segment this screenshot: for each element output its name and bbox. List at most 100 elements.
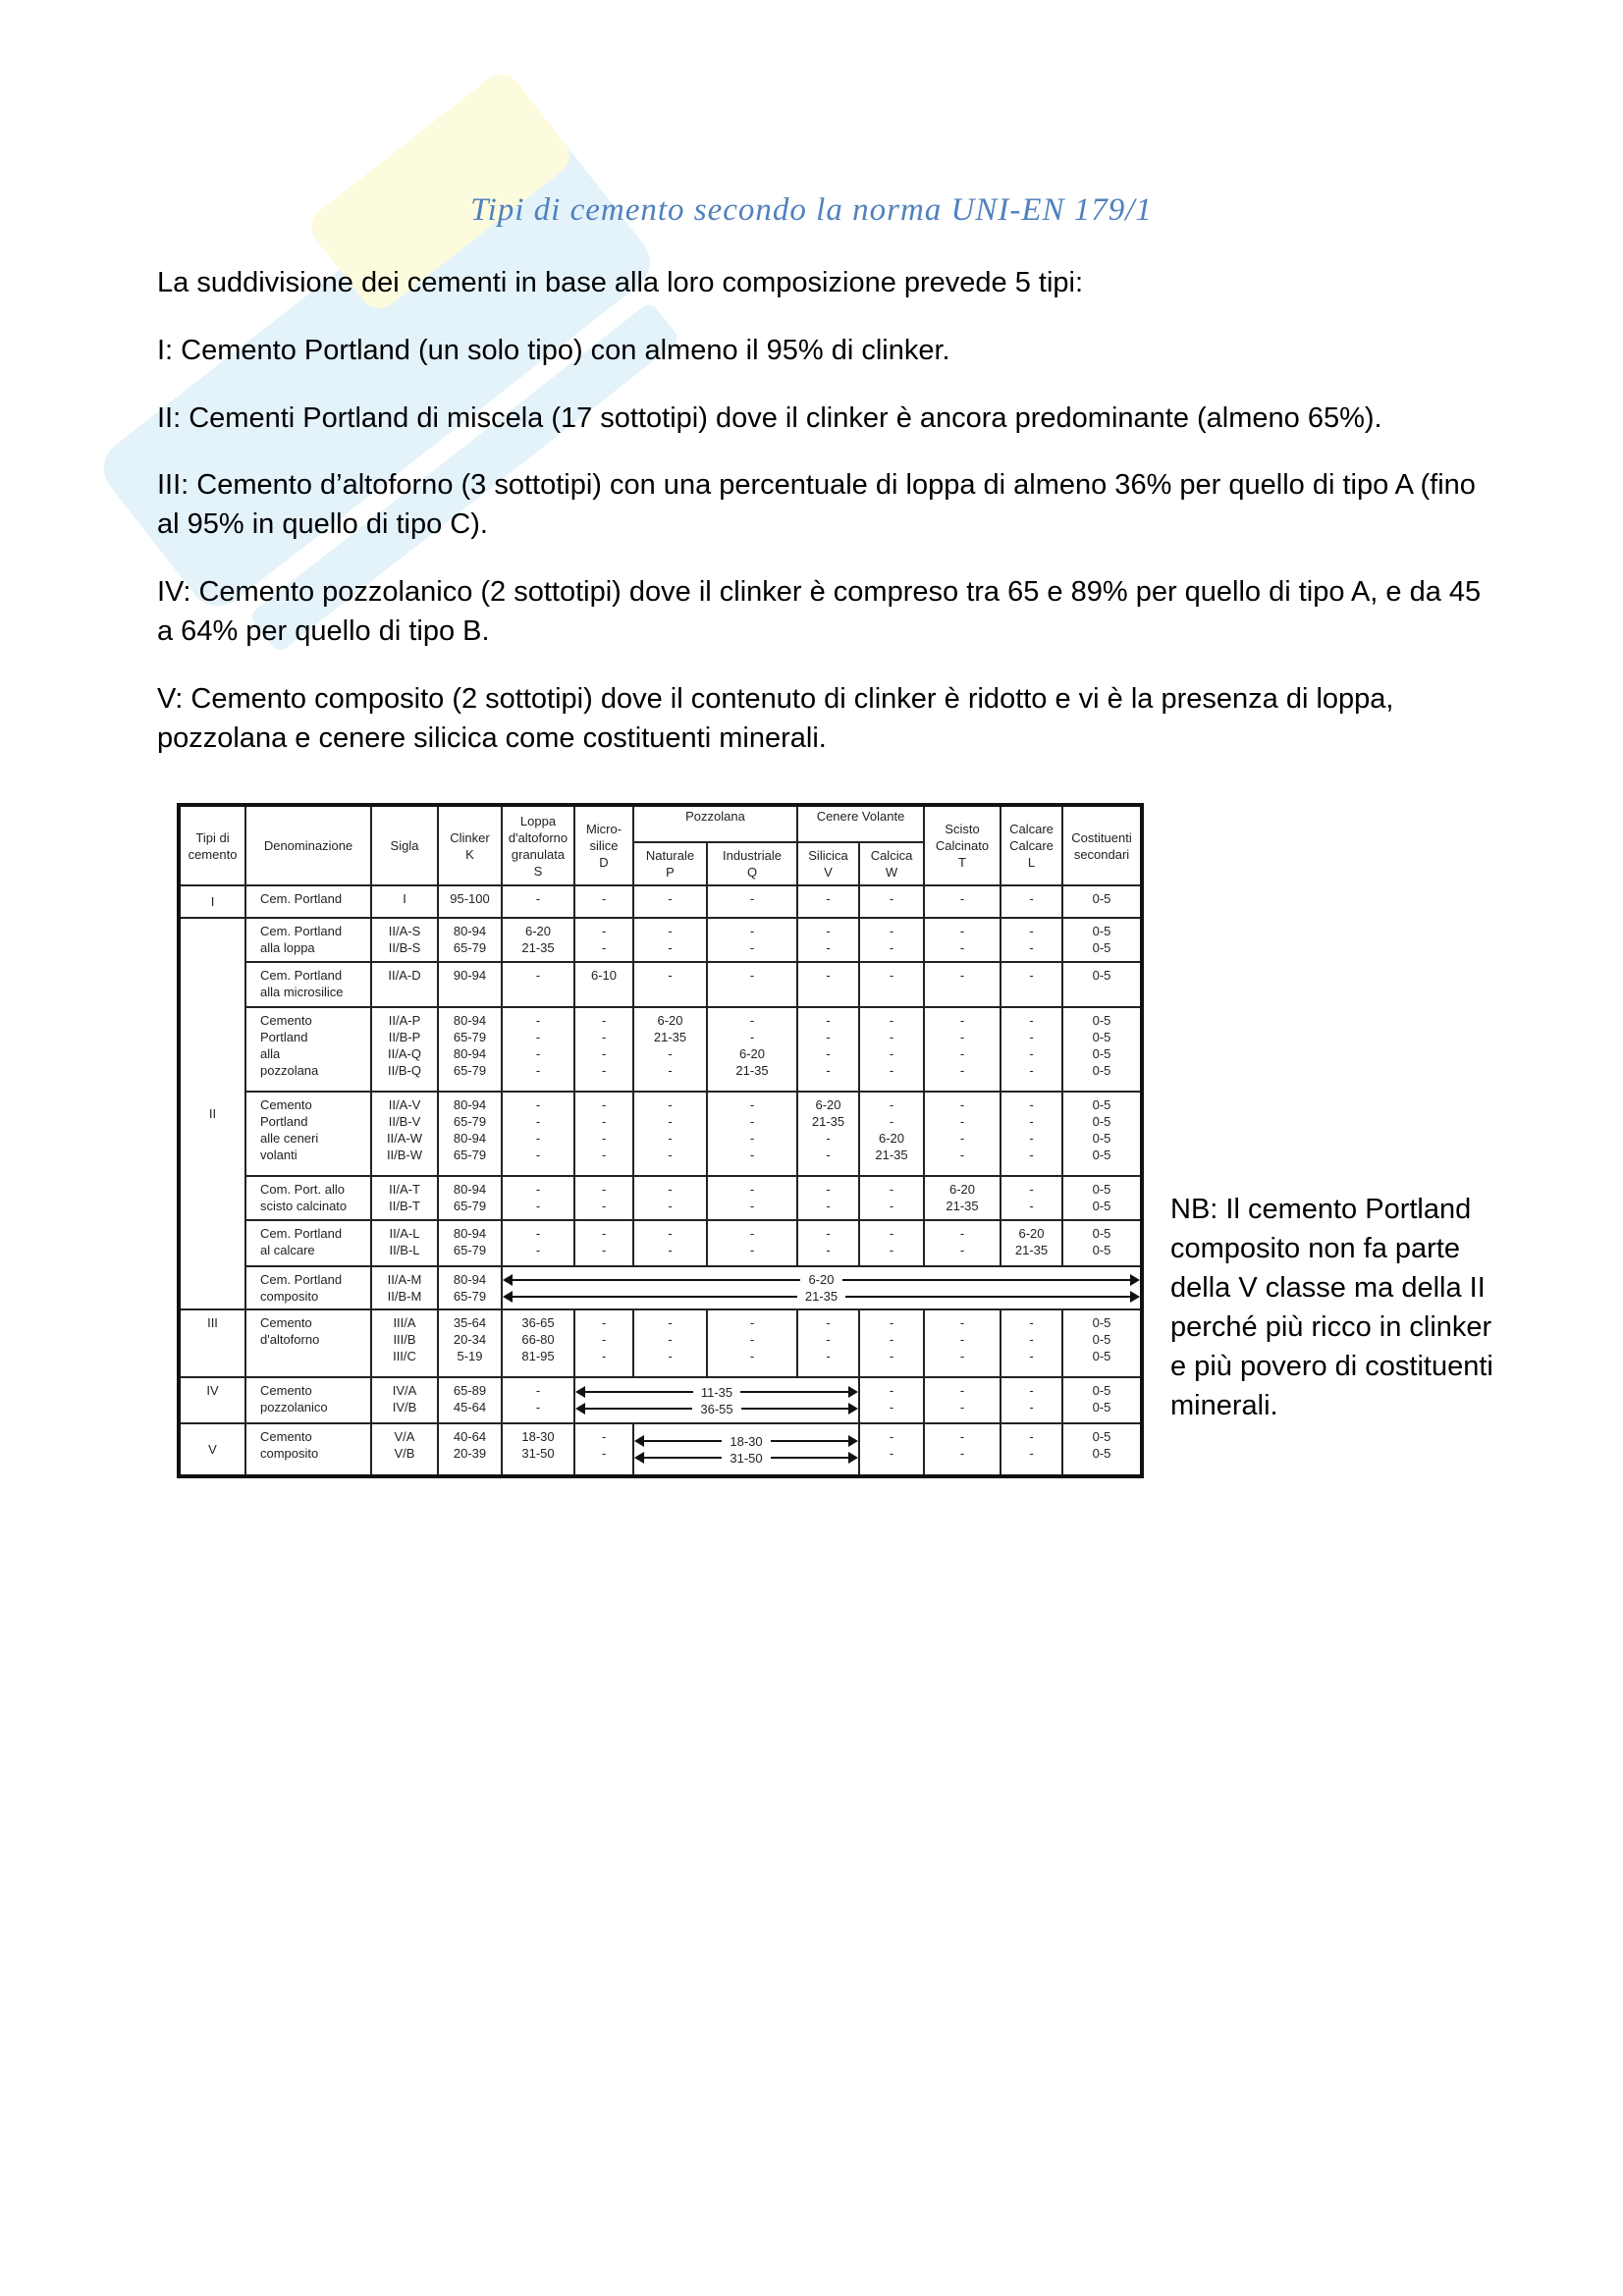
- value-cell: - -: [632, 917, 708, 963]
- value-cell: -: [706, 961, 798, 1008]
- code-cell: II/A-S II/B-S: [370, 917, 439, 963]
- value-cell: 80-94 65-79 80-94 65-79: [437, 1006, 503, 1093]
- value-cell: - - - -: [632, 1091, 708, 1177]
- code-cell: II/A-M II/B-M: [370, 1265, 439, 1310]
- value-cell: - -: [1000, 1376, 1063, 1424]
- column-header: Pozzolana: [632, 804, 798, 843]
- page-title: Tipi di cemento secondo la norma UNI-EN …: [470, 192, 1153, 228]
- denomination-cell: Cem. Portland al calcare: [244, 1219, 372, 1267]
- type-ii-paragraph: II: Cementi Portland di miscela (17 sott…: [157, 402, 1382, 434]
- type-iii-paragraph: III: Cemento d’altoforno (3 sottotipi) c…: [157, 469, 1476, 540]
- value-cell: - - - -: [706, 1091, 798, 1177]
- value-cell: - - - -: [858, 1006, 925, 1093]
- column-header: Industriale Q: [706, 841, 798, 886]
- cement-types-table: Tipi di cemento Denominazione Sigla Clinker…: [177, 803, 1144, 1478]
- range-value: 31-50: [730, 1450, 763, 1466]
- value-cell: - - - -: [1000, 1006, 1063, 1093]
- value-cell: - - - -: [923, 1091, 1001, 1177]
- value-cell: - -: [858, 1175, 925, 1221]
- table-row: Cemento Portland alla pozzolana II/A-P II…: [179, 1006, 1143, 1093]
- value-cell: 90-94: [437, 961, 503, 1008]
- value-cell: - -: [858, 1219, 925, 1267]
- value-cell: -: [796, 884, 860, 919]
- value-cell: 80-94 65-79 80-94 65-79: [437, 1091, 503, 1177]
- range-value: 11-35: [700, 1384, 733, 1400]
- value-cell: - -: [706, 1219, 798, 1267]
- value-cell: - - -: [573, 1308, 634, 1378]
- column-header: Scisto Calcinato T: [923, 804, 1001, 886]
- value-cell: - -: [923, 1219, 1001, 1267]
- header-row: Tipi di cemento Denominazione Sigla Clinker…: [178, 804, 1143, 886]
- cement-type-cell: V: [178, 1422, 246, 1477]
- value-cell: 80-94 65-79: [437, 1175, 503, 1221]
- value-cell: - -: [923, 917, 1001, 963]
- range-arrow-cell: 18-30 31-50: [632, 1422, 860, 1477]
- value-cell: -: [1000, 884, 1063, 919]
- value-cell: - -: [796, 1219, 860, 1267]
- table-row: Com. Port. allo scisto calcinato II/A-T I…: [179, 1175, 1143, 1221]
- value-cell: 0-5 0-5: [1061, 917, 1143, 963]
- range-value: 21-35: [804, 1289, 839, 1304]
- value-cell: - - - -: [501, 1006, 575, 1093]
- value-cell: - -: [501, 1219, 575, 1267]
- value-cell: -: [1000, 961, 1063, 1008]
- value-cell: - - - -: [501, 1091, 575, 1177]
- value-cell: - - -: [1000, 1308, 1063, 1378]
- value-cell: - -: [796, 1175, 860, 1221]
- value-cell: - -: [573, 1219, 634, 1267]
- range-value: 18-30: [730, 1433, 763, 1449]
- value-cell: - -: [632, 1175, 708, 1221]
- value-cell: - -: [796, 917, 860, 963]
- value-cell: - - - -: [923, 1006, 1001, 1093]
- value-cell: - - -: [796, 1308, 860, 1378]
- column-header: Micro- silice D: [573, 804, 634, 886]
- code-cell: II/A-V II/B-V II/A-W II/B-W: [370, 1091, 439, 1177]
- value-cell: - - 6-20 21-35: [858, 1091, 925, 1177]
- code-cell: I: [370, 884, 439, 919]
- value-cell: 0-5 0-5 0-5 0-5: [1061, 1091, 1143, 1177]
- value-cell: -: [858, 961, 925, 1008]
- value-cell: 6-10: [573, 961, 634, 1008]
- table-row: III Cemento d'altoforno III/A III/B III/C 3…: [178, 1308, 1143, 1378]
- header-row: Naturale P Industriale Q Silicica V Calcica…: [179, 841, 1142, 886]
- table-row: Cem. Portland composito II/A-M II/B-M 80-9…: [179, 1265, 1143, 1310]
- table-row: I Cem. Portland I 95-100- - - - - - - -0-5: [178, 884, 1143, 919]
- intro-paragraph: La suddivisione dei cementi in base alla…: [157, 267, 1084, 298]
- column-header: Calcica W: [858, 841, 925, 886]
- value-cell: - - -: [923, 1308, 1001, 1378]
- value-cell: - - -: [706, 1308, 798, 1378]
- value-cell: - -: [573, 1175, 634, 1221]
- value-cell: 80-94 65-79: [437, 917, 503, 963]
- cement-type-cell: I: [178, 884, 246, 919]
- range-arrow-cell: 11-35 36-55: [573, 1376, 860, 1424]
- table-row: V Cemento composito V/A V/B 40-64 20-39 18-3…: [178, 1422, 1143, 1477]
- column-header: Clinker K: [437, 804, 503, 886]
- column-header: Sigla: [370, 804, 439, 886]
- value-cell: - -: [1000, 917, 1063, 963]
- column-header: Cenere Volante: [796, 804, 925, 843]
- value-cell: 0-5: [1061, 884, 1143, 919]
- range-value: 36-55: [700, 1401, 733, 1416]
- double-arrow: 36-55: [574, 1401, 859, 1417]
- value-cell: -: [573, 884, 634, 919]
- code-cell: II/A-D: [370, 961, 439, 1008]
- double-arrow: 11-35: [575, 1384, 858, 1401]
- value-cell: 0-5 0-5 0-5 0-5: [1061, 1006, 1143, 1093]
- value-cell: -: [706, 884, 798, 919]
- value-cell: -: [632, 884, 708, 919]
- cement-type-cell: IV: [178, 1376, 246, 1424]
- value-cell: - -: [501, 1175, 575, 1221]
- denomination-cell: Cemento d'altoforno: [244, 1308, 372, 1378]
- type-iv-paragraph: IV: Cemento pozzolanico (2 sottotipi) do…: [157, 576, 1482, 647]
- value-cell: - -: [1000, 1175, 1063, 1221]
- table-row: II Cem. Portland alla loppa II/A-S II/B-S 8…: [178, 917, 1143, 1310]
- value-cell: 36-65 66-80 81-95: [501, 1308, 575, 1378]
- column-header: Loppa d'altoforno granulata S: [501, 804, 575, 886]
- value-cell: - -: [632, 1219, 708, 1267]
- double-arrow: 21-35: [503, 1288, 1140, 1305]
- value-cell: 35-64 20-34 5-19: [437, 1308, 503, 1378]
- value-cell: 6-20 21-35 - -: [632, 1006, 708, 1093]
- column-header: Denominazione: [244, 804, 372, 886]
- note-text: NB: Il cemento Portland composito non fa…: [1170, 1194, 1493, 1421]
- code-cell: III/A III/B III/C: [370, 1308, 439, 1378]
